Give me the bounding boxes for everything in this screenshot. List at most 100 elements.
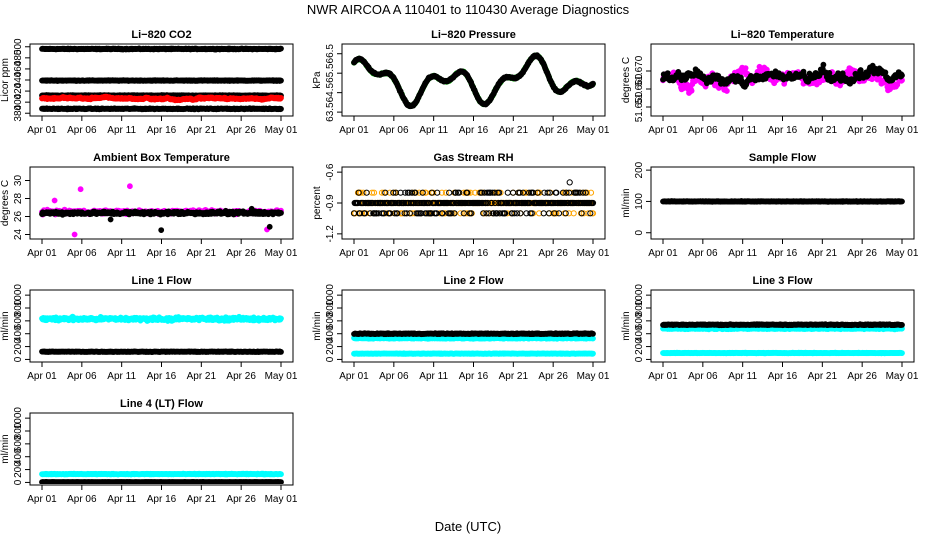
y-tick-label: 26 [13, 211, 24, 223]
x-tick-label: Apr 06 [688, 125, 718, 136]
y-tick-label: 100 [634, 193, 645, 210]
x-tick-label: Apr 16 [768, 248, 798, 259]
x-tick-label: Apr 26 [226, 248, 256, 259]
y-tick-label: 24 [13, 229, 24, 241]
panel-co2: Li−820 CO2 Licor ppm380400420440460480500… [0, 29, 298, 136]
data-point [71, 231, 78, 238]
x-tick-label: Apr 01 [27, 125, 57, 136]
x-tick-label: May 01 [265, 125, 298, 136]
y-tick-label: 440 [13, 71, 24, 88]
data-point [266, 223, 273, 230]
x-tick-label: Apr 11 [728, 248, 757, 259]
y-axis-label: Licor ppm [0, 58, 11, 102]
y-axis-label: kPa [312, 71, 323, 89]
data-point [278, 77, 284, 84]
x-tick-label: May 01 [886, 248, 919, 259]
x-tick-label: Apr 06 [67, 125, 97, 136]
y-tick-label: 420 [13, 82, 24, 99]
x-tick-label: Apr 21 [499, 248, 529, 259]
y-tick-label: 400 [13, 93, 24, 110]
y-tick-label: 30 [13, 175, 24, 187]
data-point [77, 186, 84, 193]
series-pressure [351, 52, 596, 110]
data-point [899, 72, 905, 79]
panel-title: Ambient Box Temperature [93, 152, 230, 164]
panel-title: Li−820 Temperature [731, 29, 834, 41]
data-point [590, 80, 596, 87]
x-tick-label: Apr 11 [107, 248, 136, 259]
y-tick-label: -1.2 [325, 225, 336, 243]
y-tick-label: 200 [634, 161, 645, 178]
y-tick-label: 380 [13, 104, 24, 121]
x-tick-label: May 01 [886, 125, 919, 136]
x-tick-label: Apr 01 [648, 125, 678, 136]
data-point [51, 197, 58, 204]
x-tick-label: Apr 06 [688, 248, 718, 259]
x-tick-label: Apr 11 [419, 125, 448, 136]
x-tick-label: May 01 [577, 125, 610, 136]
data-point [158, 227, 165, 233]
data-point [517, 210, 524, 217]
x-tick-label: May 01 [265, 248, 298, 259]
x-tick-label: Apr 06 [67, 248, 97, 259]
x-tick-label: Apr 16 [147, 125, 177, 136]
series-rh [350, 179, 597, 217]
data-point [278, 106, 284, 112]
panel-title: Li−820 CO2 [131, 29, 191, 41]
data-point [724, 88, 730, 94]
data-point [688, 87, 695, 94]
y-tick-label: 28 [13, 193, 24, 205]
data-point [446, 189, 453, 196]
data-point [566, 179, 573, 186]
data-point [107, 216, 114, 223]
x-tick-label: Apr 01 [648, 248, 678, 259]
plot-frame [341, 43, 606, 117]
panels: Li−820 CO2 Licor ppm380400420440460480500… [0, 29, 919, 505]
y-axis-label: degrees C [0, 180, 11, 226]
y-tick-label: 65.5 [325, 63, 336, 83]
x-tick-label: Apr 11 [728, 125, 757, 136]
x-tick-label: Apr 26 [538, 248, 568, 259]
x-tick-label: Apr 01 [339, 248, 369, 259]
data-point [509, 189, 517, 196]
panel-title: Gas Stream RH [433, 152, 513, 164]
x-tick-label: Apr 26 [538, 125, 568, 136]
y-tick-label: 64.5 [325, 82, 336, 102]
x-tick-label: Apr 06 [379, 125, 409, 136]
panel-boxtemp: Ambient Box Temperature degrees C24 26 28 30… [0, 152, 298, 259]
y-tick-label: -0.6 [325, 163, 336, 181]
y-tick-label: 480 [13, 49, 24, 66]
series-sample-flow [660, 198, 905, 205]
data-point [278, 95, 284, 101]
data-point [504, 189, 511, 196]
x-tick-label: Apr 26 [847, 248, 877, 259]
panel-title: Li−820 Pressure [431, 29, 516, 41]
x-tick-label: Apr 01 [339, 125, 369, 136]
x-tick-label: Apr 26 [226, 125, 256, 136]
x-tick-label: Apr 16 [147, 248, 177, 259]
x-tick-label: Apr 21 [187, 125, 217, 136]
y-tick-label: -0.9 [325, 194, 336, 212]
x-tick-label: Apr 11 [107, 125, 136, 136]
series-ref-tank-4 [39, 105, 284, 113]
x-tick-label: Apr 06 [379, 248, 409, 259]
y-tick-label: 460 [13, 60, 24, 77]
y-tick-label: 500 [13, 38, 24, 55]
data-point [820, 61, 827, 68]
x-tick-label: Apr 11 [419, 248, 448, 259]
x-tick-label: Apr 16 [459, 125, 489, 136]
data-point [363, 189, 370, 196]
y-axis-label: ml/min [621, 188, 632, 217]
series-ref-tank-1 [39, 45, 284, 53]
data-point [742, 65, 749, 71]
data-point [664, 70, 671, 76]
x-tick-label: Apr 16 [459, 248, 489, 259]
figure-title: NWR AIRCOA A 110401 to 110430 Average Di… [307, 2, 630, 17]
data-point [278, 45, 284, 52]
data-point [857, 67, 864, 73]
x-tick-label: Apr 21 [187, 248, 217, 259]
